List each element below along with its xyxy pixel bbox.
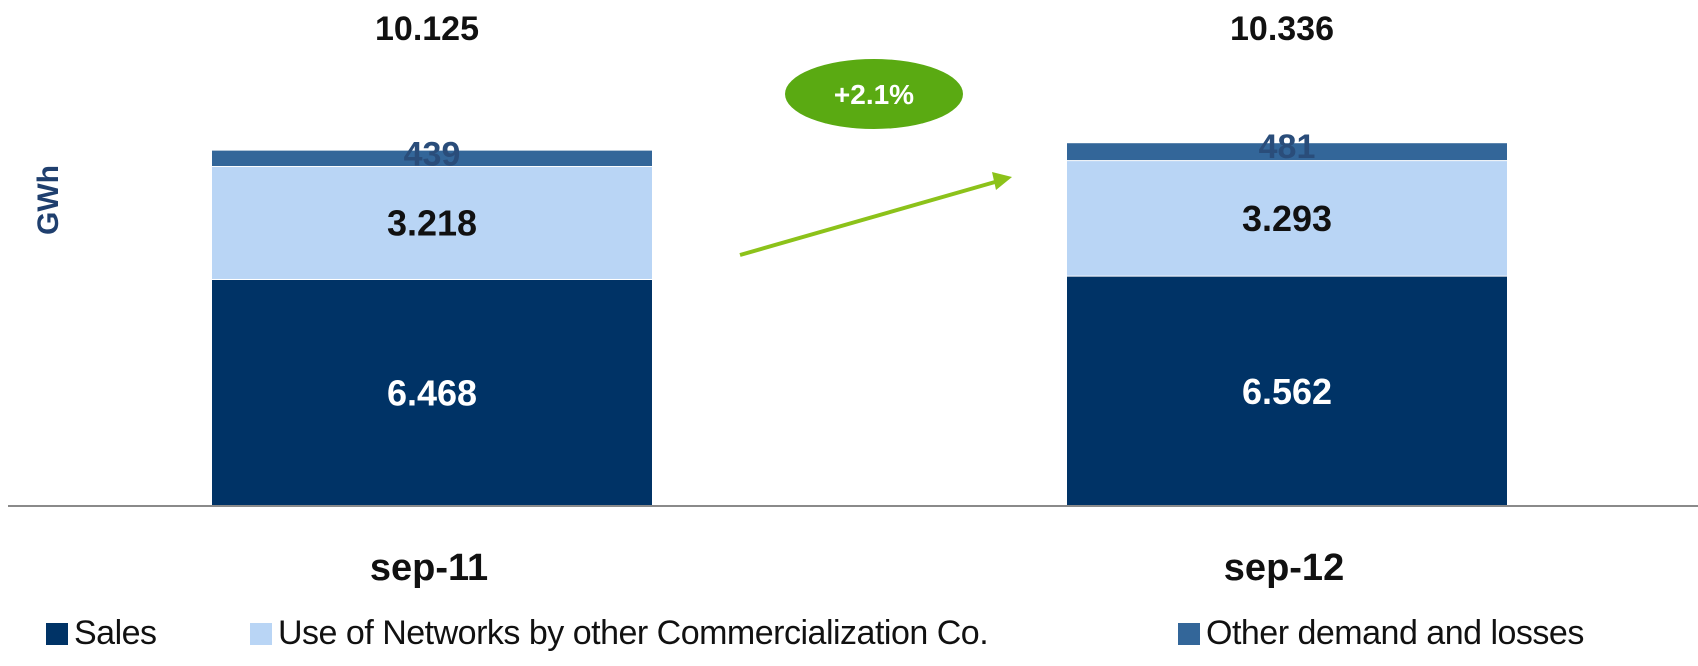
data-label: 6.468 xyxy=(387,372,477,413)
bar-segment xyxy=(1067,275,1507,506)
total-label: 10.125 xyxy=(375,10,479,48)
legend-swatch xyxy=(46,622,68,645)
legend-item-sales: Sales xyxy=(46,614,157,653)
data-label: 481 xyxy=(1259,128,1316,166)
legend-swatch xyxy=(1178,622,1200,645)
growth-annotation: +2.1% xyxy=(739,59,1012,257)
data-label: 439 xyxy=(404,136,461,174)
bars-group: 6.468 3.218 439 10.125 sep-11 6.562 3.293 481 10… xyxy=(212,10,1507,589)
legend-label: Use of Networks by other Commercializati… xyxy=(278,614,989,652)
data-label: 6.562 xyxy=(1242,371,1332,412)
legend-label: Sales xyxy=(74,614,157,652)
bar-segment xyxy=(212,166,652,279)
data-label: 3.218 xyxy=(387,202,477,243)
legend-item-networks: Use of Networks by other Commercializati… xyxy=(250,614,989,653)
bar-segment xyxy=(1067,160,1507,276)
x-tick-label: sep-11 xyxy=(370,547,488,589)
y-axis-label: GWh xyxy=(32,165,65,235)
data-label: 3.293 xyxy=(1242,198,1332,239)
bar-segment xyxy=(212,150,652,167)
growth-badge xyxy=(785,59,963,129)
bar-segment xyxy=(1067,143,1507,161)
legend-swatch xyxy=(250,622,272,645)
legend-item-other: Other demand and losses xyxy=(1178,614,1584,653)
bar-segment xyxy=(212,278,652,506)
legend-label: Other demand and losses xyxy=(1206,614,1584,652)
growth-badge-label: +2.1% xyxy=(834,79,914,110)
growth-arrow-line xyxy=(739,180,996,257)
x-tick-label: sep-12 xyxy=(1224,547,1344,589)
legend: Sales Use of Networks by other Commercia… xyxy=(0,614,1698,661)
growth-arrow-head xyxy=(992,172,1012,190)
total-label: 10.336 xyxy=(1230,10,1334,48)
